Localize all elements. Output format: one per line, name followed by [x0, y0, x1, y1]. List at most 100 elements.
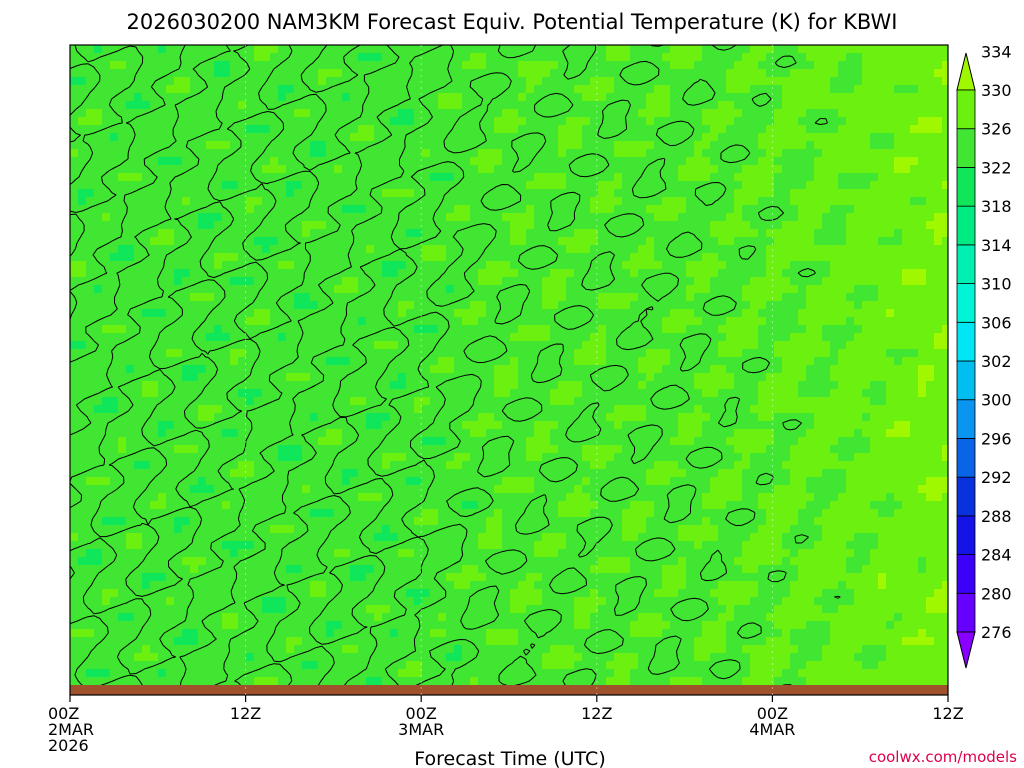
- field-cell: [182, 221, 191, 230]
- field-cell: [238, 253, 247, 262]
- field-cell: [462, 101, 471, 110]
- field-cell: [198, 45, 207, 54]
- field-cell: [70, 213, 79, 222]
- field-cell: [518, 357, 527, 366]
- field-cell: [462, 125, 471, 134]
- field-cell: [902, 85, 911, 94]
- field-cell: [830, 325, 839, 334]
- field-cell: [702, 341, 711, 350]
- field-cell: [782, 173, 791, 182]
- field-cell: [894, 133, 903, 142]
- field-cell: [190, 45, 199, 54]
- field-cell: [238, 341, 247, 350]
- field-cell: [630, 269, 639, 278]
- field-cell: [574, 317, 583, 326]
- field-cell: [598, 365, 607, 374]
- field-cell: [582, 229, 591, 238]
- field-cell: [934, 309, 943, 318]
- field-cell: [694, 309, 703, 318]
- field-cell: [110, 317, 119, 326]
- field-cell: [678, 189, 687, 198]
- field-cell: [790, 365, 799, 374]
- field-cell: [758, 365, 767, 374]
- field-cell: [654, 285, 663, 294]
- field-cell: [942, 309, 948, 318]
- field-cell: [918, 85, 927, 94]
- field-cell: [358, 301, 367, 310]
- field-cell: [806, 165, 815, 174]
- field-cell: [94, 277, 103, 286]
- field-cell: [326, 285, 335, 294]
- field-cell: [638, 85, 647, 94]
- field-cell: [838, 261, 847, 270]
- field-cell: [198, 301, 207, 310]
- field-cell: [718, 213, 727, 222]
- field-cell: [198, 261, 207, 270]
- field-cell: [558, 317, 567, 326]
- field-cell: [614, 269, 623, 278]
- field-cell: [174, 293, 183, 302]
- field-cell: [406, 309, 415, 318]
- field-cell: [166, 61, 175, 70]
- field-cell: [542, 197, 551, 206]
- field-cell: [478, 357, 487, 366]
- field-cell: [470, 109, 479, 118]
- field-cell: [910, 61, 919, 70]
- field-cell: [366, 85, 375, 94]
- field-cell: [142, 237, 151, 246]
- field-cell: [638, 181, 647, 190]
- field-cell: [262, 285, 271, 294]
- field-cell: [750, 109, 759, 118]
- field-cell: [158, 157, 167, 166]
- field-cell: [166, 197, 175, 206]
- field-cell: [366, 389, 375, 398]
- field-cell: [742, 85, 751, 94]
- field-cell: [310, 149, 319, 158]
- field-cell: [590, 69, 599, 78]
- field-cell: [134, 173, 143, 182]
- field-cell: [670, 397, 679, 406]
- field-cell: [430, 269, 439, 278]
- field-cell: [934, 109, 943, 118]
- field-cell: [398, 261, 407, 270]
- field-cell: [558, 149, 567, 158]
- field-cell: [182, 357, 191, 366]
- field-cell: [854, 77, 863, 86]
- field-cell: [590, 61, 599, 70]
- field-cell: [270, 69, 279, 78]
- field-cell: [630, 221, 639, 230]
- field-cell: [710, 253, 719, 262]
- field-cell: [622, 165, 631, 174]
- field-cell: [454, 397, 463, 406]
- field-cell: [662, 117, 671, 126]
- field-cell: [894, 285, 903, 294]
- field-cell: [318, 85, 327, 94]
- field-cell: [582, 397, 591, 406]
- field-cell: [806, 221, 815, 230]
- field-cell: [550, 133, 559, 142]
- field-cell: [718, 333, 727, 342]
- field-cell: [198, 141, 207, 150]
- field-cell: [454, 381, 463, 390]
- field-cell: [734, 213, 743, 222]
- field-cell: [126, 213, 135, 222]
- field-cell: [150, 309, 159, 318]
- field-cell: [886, 77, 895, 86]
- field-cell: [606, 349, 615, 358]
- field-cell: [886, 333, 895, 342]
- field-cell: [742, 221, 751, 230]
- field-cell: [414, 341, 423, 350]
- field-cell: [206, 373, 215, 382]
- field-cell: [534, 349, 543, 358]
- field-cell: [342, 277, 351, 286]
- field-cell: [574, 389, 583, 398]
- field-cell: [302, 221, 311, 230]
- field-cell: [510, 341, 519, 350]
- field-cell: [214, 309, 223, 318]
- field-cell: [334, 293, 343, 302]
- field-cell: [414, 301, 423, 310]
- field-cell: [886, 205, 895, 214]
- field-cell: [70, 253, 79, 262]
- field-cell: [262, 381, 271, 390]
- field-cell: [206, 77, 215, 86]
